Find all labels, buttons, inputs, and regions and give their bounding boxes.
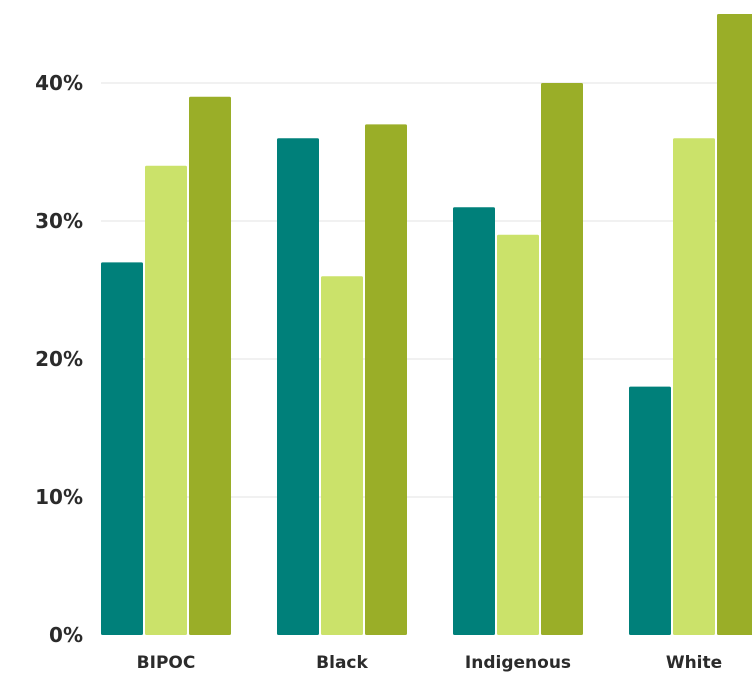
bar bbox=[541, 83, 583, 635]
bar bbox=[497, 234, 539, 636]
x-axis-ticks: BIPOC Black Indigenous White bbox=[137, 653, 723, 673]
bar bbox=[629, 386, 671, 635]
y-tick-label: 30% bbox=[35, 209, 83, 233]
bars bbox=[101, 14, 752, 636]
x-tick-label: White bbox=[666, 653, 722, 673]
y-tick-label: 10% bbox=[35, 485, 83, 509]
bar bbox=[453, 207, 495, 635]
bar bbox=[189, 96, 231, 636]
bar bbox=[277, 138, 319, 635]
bar bbox=[717, 14, 752, 635]
y-tick-label: 0% bbox=[49, 623, 83, 647]
y-tick-label: 40% bbox=[35, 71, 83, 95]
x-tick-label: BIPOC bbox=[137, 653, 196, 673]
bar bbox=[145, 165, 187, 636]
bar bbox=[673, 138, 715, 635]
x-tick-label: Black bbox=[316, 653, 368, 673]
bar bbox=[101, 262, 143, 635]
y-tick-label: 20% bbox=[35, 347, 83, 371]
y-axis-ticks: 0% 10% 20% 30% 40% bbox=[35, 71, 83, 647]
bar bbox=[365, 124, 407, 636]
x-tick-label: Indigenous bbox=[465, 653, 571, 673]
bar bbox=[321, 276, 363, 635]
